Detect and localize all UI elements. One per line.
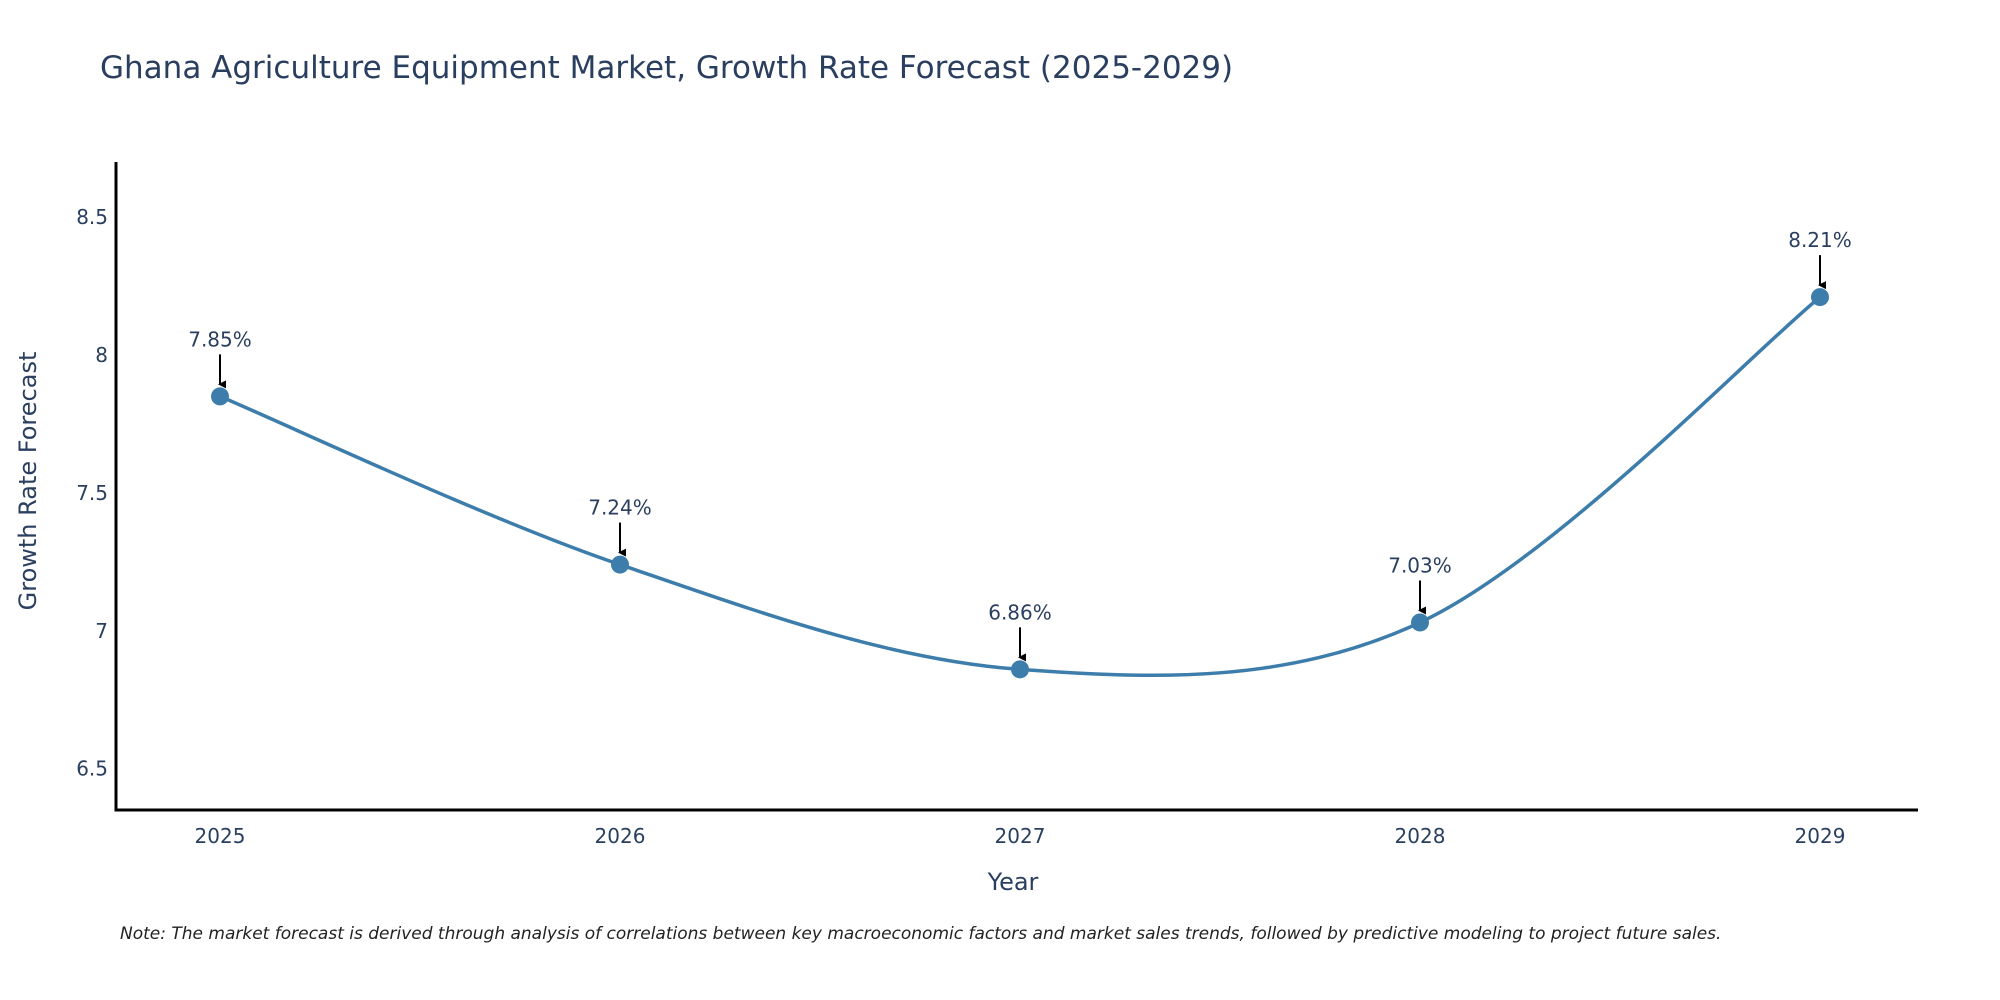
plot-area: 6.577.588.5 2025 2026 2027 2028 2029 7.85%7.… [76, 162, 1918, 848]
data-point [1411, 613, 1429, 632]
data-point [1011, 660, 1029, 679]
x-tick-label: 2028 [1395, 824, 1446, 848]
x-axis-ticks: 2025 2026 2027 2028 2029 [195, 824, 1846, 848]
y-axis-ticks: 6.5 7 7.5 8 8.5 [76, 205, 108, 780]
x-axis-title: Year [987, 868, 1039, 896]
data-label: 7.03% [1388, 553, 1452, 577]
data-markers [211, 288, 1829, 679]
chart-title: Ghana Agriculture Equipment Market, Grow… [100, 50, 1233, 86]
x-tick-label: 2027 [995, 824, 1046, 848]
data-point [211, 387, 229, 406]
x-tick-label: 2029 [1795, 824, 1846, 848]
y-axis-title: Growth Rate Forecast [14, 352, 42, 611]
data-point [1811, 288, 1829, 307]
data-annotations: 7.85% 7.24% 6.86% 7.03% 8.21% [188, 228, 1852, 662]
x-tick-label: 2025 [195, 824, 246, 848]
y-tick-label: 6.5 [76, 757, 108, 781]
data-label: 8.21% [1788, 228, 1852, 252]
x-tick-label: 2026 [595, 824, 646, 848]
data-label: 6.86% [988, 600, 1052, 624]
y-tick-label: 7 [95, 619, 108, 643]
y-tick-label: 8.5 [76, 205, 108, 229]
data-label: 7.85% [188, 327, 252, 351]
data-point [611, 555, 629, 574]
data-label: 7.24% [588, 496, 652, 520]
y-tick-label: 7.5 [76, 481, 108, 505]
footnote: Note: The market forecast is derived thr… [120, 924, 1721, 944]
y-tick-label: 8 [95, 343, 108, 367]
